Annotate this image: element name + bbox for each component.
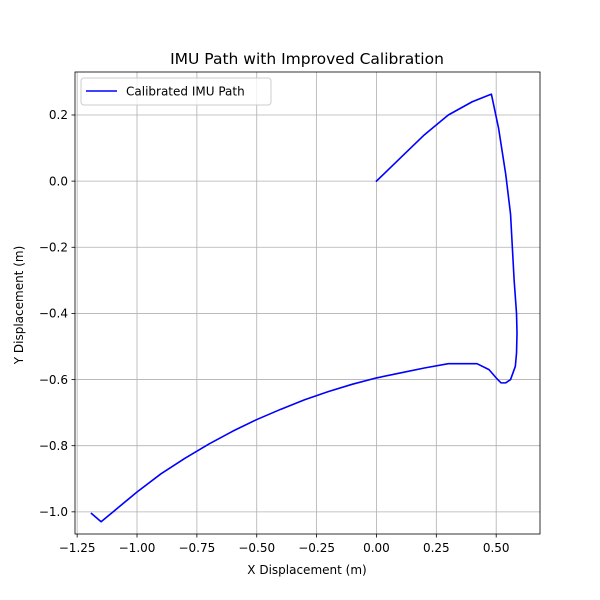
x-tick-label: −0.75 <box>178 541 215 555</box>
x-axis-ticks: −1.25 −1.00 −0.75 −0.50 −0.25 0.00 0.25 0.50 <box>59 534 510 555</box>
grid-horizontal-lines <box>75 114 540 513</box>
plot-area <box>74 71 541 535</box>
x-tick-label: −0.25 <box>298 541 335 555</box>
chart-title: IMU Path with Improved Calibration <box>170 50 444 68</box>
y-tick-label: 0.2 <box>49 108 68 122</box>
x-tick-label: 0.50 <box>483 541 510 555</box>
axes-frame <box>74 71 541 535</box>
grid-vertical-lines <box>76 72 497 534</box>
y-tick-label: −0.4 <box>39 307 68 321</box>
y-tick-label: −0.6 <box>39 373 68 387</box>
x-tick-label: 0.25 <box>423 541 450 555</box>
y-axis-label: Y Displacement (m) <box>12 246 26 366</box>
y-axis-ticks: 0.2 0.0 −0.2 −0.4 −0.6 −0.8 −1.0 <box>39 108 75 519</box>
series-layer <box>90 93 518 523</box>
legend-label: Calibrated IMU Path <box>126 85 245 99</box>
x-tick-label: −1.25 <box>59 541 96 555</box>
y-tick-label: −1.0 <box>39 505 68 519</box>
series-line-calibrated-imu-path <box>90 93 518 523</box>
legend-box <box>80 77 272 106</box>
legend: Calibrated IMU Path <box>80 77 272 106</box>
y-tick-label: −0.8 <box>39 439 68 453</box>
x-tick-label: 0.00 <box>363 541 390 555</box>
x-tick-label: −1.00 <box>119 541 156 555</box>
y-tick-label: −0.2 <box>39 240 68 254</box>
y-tick-label: 0.0 <box>49 174 68 188</box>
x-tick-label: −0.50 <box>238 541 275 555</box>
x-axis-label: X Displacement (m) <box>247 563 366 577</box>
